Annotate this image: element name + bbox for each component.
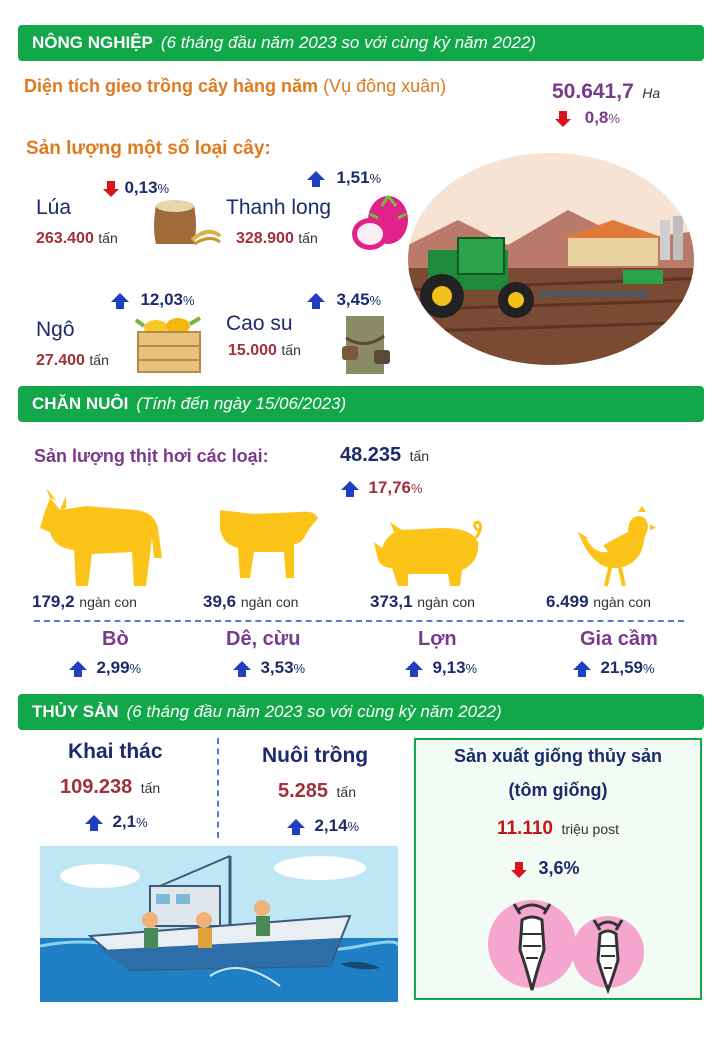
up-arrow-icon xyxy=(69,660,87,677)
poultry-value: 6.499 xyxy=(546,592,589,611)
pig-value: 373,1 xyxy=(370,592,413,611)
farm-value-line: 5.285 tấn xyxy=(278,780,356,802)
seed-change-value: 3,6% xyxy=(538,858,580,878)
agriculture-banner: NÔNG NGHIỆP (6 tháng đầu năm 2023 so với… xyxy=(18,25,704,61)
crop-corn-value-line: 27.400 tấn xyxy=(36,352,109,369)
area-change: 0,8% xyxy=(554,108,620,128)
dragonfruit-change: 1,51 xyxy=(336,168,370,187)
rice-change: 0,13 xyxy=(124,178,158,197)
meat-change-value: 17,76 xyxy=(368,478,411,497)
poultry-change: 21,59% xyxy=(572,658,655,678)
seed-label-1: Sản xuất giống thủy sản xyxy=(453,746,663,766)
goat-change: 3,53% xyxy=(232,658,305,678)
down-arrow-icon xyxy=(511,861,527,878)
goat-sheep-icon xyxy=(220,510,318,578)
meat-value: 48.235 xyxy=(340,444,402,466)
area-line: Diện tích gieo trồng cây hàng năm (Vụ đô… xyxy=(24,76,446,97)
farm-value: 5.285 xyxy=(278,780,329,802)
agriculture-subtitle: (6 tháng đầu năm 2023 so với cùng kỳ năm… xyxy=(160,33,536,52)
crop-rubber-name: Cao su xyxy=(226,312,293,335)
catch-label: Khai thác xyxy=(68,740,163,763)
area-value: 50.641,7 xyxy=(552,80,634,103)
crop-rice-value-line: 263.400 tấn xyxy=(36,230,118,247)
poultry-value-line: 6.499 ngàn con xyxy=(546,592,651,611)
goat-value: 39,6 xyxy=(203,592,237,611)
cow-value: 179,2 xyxy=(32,592,75,611)
fishing-boat-illustration xyxy=(40,846,398,1002)
rice-value: 263.400 xyxy=(36,230,94,247)
goat-name: Dê, cừu xyxy=(226,628,301,650)
meat-value-line: 48.235 tấn xyxy=(340,444,430,466)
livestock-title: CHĂN NUÔI xyxy=(32,394,129,413)
down-arrow-icon xyxy=(103,180,119,197)
crop-rice-change: 0,13% xyxy=(102,178,169,198)
up-arrow-icon xyxy=(287,818,305,835)
catch-value: 109.238 xyxy=(60,776,133,798)
crop-dragonfruit-name: Thanh long xyxy=(226,196,332,219)
fishery-banner: THỦY SẢN (6 tháng đầu năm 2023 so với cù… xyxy=(18,694,704,730)
poultry-name: Gia cầm xyxy=(580,628,658,650)
area-value-block: 50.641,7 Ha xyxy=(552,80,660,104)
down-arrow-icon xyxy=(555,110,571,127)
up-arrow-icon xyxy=(307,170,325,187)
fishery-divider xyxy=(217,738,219,838)
shrimp-icon xyxy=(488,900,644,995)
dragon-fruit-icon xyxy=(352,195,408,250)
up-arrow-icon xyxy=(573,660,591,677)
dragonfruit-value: 328.900 xyxy=(236,230,294,247)
rubber-tree-icon xyxy=(342,316,390,374)
fishery-title: THỦY SẢN xyxy=(32,702,119,721)
catch-change: 2,1% xyxy=(84,812,148,832)
meat-label: Sản lượng thịt hơi các loại: xyxy=(34,446,269,466)
rubber-value: 15.000 xyxy=(228,342,277,359)
up-arrow-icon xyxy=(233,660,251,677)
goat-value-line: 39,6 ngàn con xyxy=(203,592,299,611)
output-label: Sản lượng một số loại cây: xyxy=(26,138,271,159)
rubber-change: 3,45 xyxy=(336,290,370,309)
up-arrow-icon xyxy=(341,480,359,497)
livestock-divider xyxy=(34,620,684,622)
fishery-subtitle: (6 tháng đầu năm 2023 so với cùng kỳ năm… xyxy=(126,702,502,721)
corn-value: 27.400 xyxy=(36,352,85,369)
seed-value: 11.110 xyxy=(496,818,553,839)
area-change-value: 0,8 xyxy=(584,108,609,127)
cow-value-line: 179,2 ngàn con xyxy=(32,592,137,611)
meat-change: 17,76% xyxy=(340,478,423,498)
rice-sack-icon xyxy=(154,200,222,246)
area-label: Diện tích gieo trồng cây hàng năm xyxy=(24,76,319,96)
seed-label-2: (tôm giống) xyxy=(508,780,608,800)
pig-value-line: 373,1 ngàn con xyxy=(370,592,475,611)
pig-icon xyxy=(374,520,483,586)
crop-corn-change: 12,03% xyxy=(110,290,195,310)
catch-value-line: 109.238 tấn xyxy=(60,776,161,798)
chicken-icon xyxy=(578,506,656,587)
cow-icon xyxy=(40,488,162,586)
up-arrow-icon xyxy=(111,292,129,309)
crop-dragonfruit-change: 1,51% xyxy=(306,168,381,188)
farm-change: 2,14% xyxy=(286,816,359,836)
agriculture-title: NÔNG NGHIỆP xyxy=(32,33,153,52)
livestock-subtitle: (Tính đến ngày 15/06/2023) xyxy=(136,394,347,413)
crop-rubber-value-line: 15.000 tấn xyxy=(228,342,301,359)
corn-change: 12,03 xyxy=(140,290,183,309)
crop-rice-name: Lúa xyxy=(36,196,72,219)
pig-name: Lợn xyxy=(418,628,457,650)
up-arrow-icon xyxy=(405,660,423,677)
area-season: (Vụ đông xuân) xyxy=(323,76,447,96)
cow-name: Bò xyxy=(102,628,129,650)
crop-dragonfruit-value-line: 328.900 tấn xyxy=(236,230,318,247)
farm-label: Nuôi trồng xyxy=(262,744,369,767)
corn-crate-icon xyxy=(134,316,202,373)
cow-change: 2,99% xyxy=(68,658,141,678)
seed-value-line: 11.110 triệu post xyxy=(496,818,620,839)
up-arrow-icon xyxy=(85,814,103,831)
seed-change: 3,6% xyxy=(510,858,579,879)
crop-rubber-change: 3,45% xyxy=(306,290,381,310)
farm-tractor-illustration xyxy=(408,153,694,365)
livestock-banner: CHĂN NUÔI (Tính đến ngày 15/06/2023) xyxy=(18,386,704,422)
area-unit: Ha xyxy=(642,85,661,101)
crop-corn-name: Ngô xyxy=(36,318,75,341)
pig-change: 9,13% xyxy=(404,658,477,678)
up-arrow-icon xyxy=(307,292,325,309)
